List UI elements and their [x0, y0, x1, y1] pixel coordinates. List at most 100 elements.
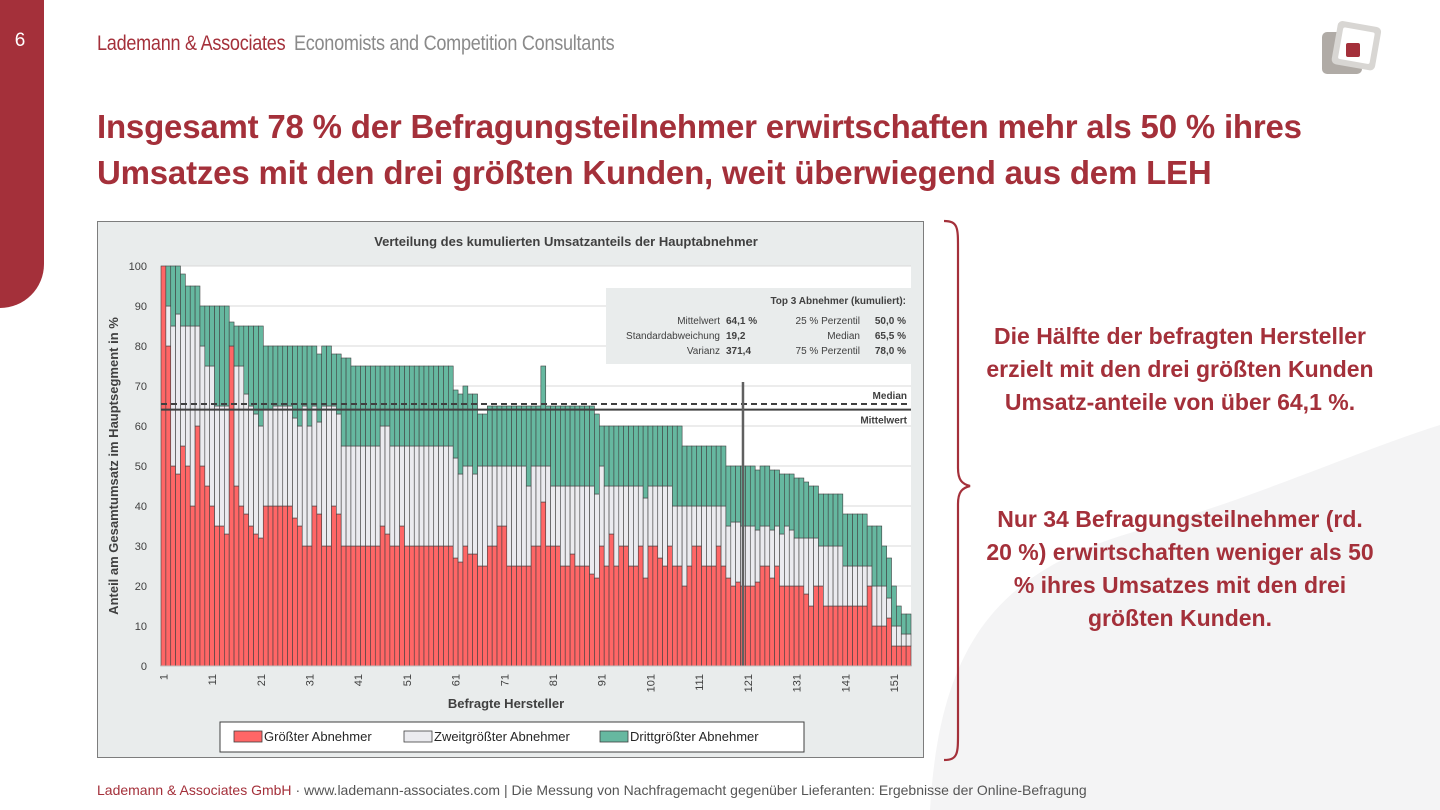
bar-segment-third: [214, 305, 220, 407]
x-axis-title: Befragte Hersteller: [448, 696, 564, 711]
stats-label: Varianz: [687, 346, 720, 357]
bar-segment-largest: [623, 545, 629, 667]
stats-value: 64,1 %: [726, 316, 757, 327]
x-tick-label: 41: [353, 674, 365, 686]
bar-segment-largest: [457, 561, 464, 667]
x-tick-label: 31: [305, 674, 317, 686]
bar-segment-third: [413, 365, 420, 447]
bar-segment-largest: [886, 617, 892, 667]
company-logo-icon: [1322, 20, 1382, 74]
bar-segment-largest: [681, 585, 688, 667]
bar-segment-second: [637, 485, 644, 547]
bar-segment-second: [345, 445, 352, 547]
bar-segment-third: [253, 325, 259, 415]
bar-segment-largest: [701, 565, 707, 667]
brand-header: Lademann & Associates Economists and Comp…: [97, 32, 615, 56]
stats-value: 78,0 %: [875, 346, 906, 357]
bar-segment-second: [803, 537, 810, 595]
x-tick-label: 51: [402, 674, 414, 686]
bar-segment-largest: [633, 565, 639, 667]
bar-segment-largest: [560, 565, 566, 667]
bar-segment-largest: [175, 473, 181, 667]
bar-segment-second: [501, 465, 508, 527]
bar-segment-second: [486, 465, 493, 547]
bar-segment-second: [657, 485, 663, 559]
bar-segment-third: [745, 465, 751, 527]
bar-segment-second: [433, 445, 439, 547]
bar-segment-second: [603, 485, 610, 567]
bar-segment-third: [793, 477, 800, 539]
brand-tagline: Economists and Competition Consultants: [293, 32, 615, 55]
bar-segment-second: [506, 465, 512, 567]
bar-segment-third: [340, 357, 347, 447]
bar-segment-largest: [647, 545, 654, 667]
bar-segment-third: [818, 493, 824, 547]
bar-segment-largest: [827, 605, 834, 667]
bar-segment-second: [175, 313, 181, 475]
bar-segment-largest: [423, 545, 430, 667]
bar-segment-second: [399, 445, 405, 527]
bar-segment-largest: [769, 577, 775, 667]
bar-segment-largest: [876, 625, 883, 667]
bar-segment-third: [394, 365, 400, 447]
bar-segment-second: [857, 565, 863, 607]
bar-segment-third: [409, 365, 415, 447]
footer-website-link[interactable]: www.lademann-associates.com: [304, 782, 501, 798]
bar-segment-second: [258, 425, 264, 539]
bar-segment-third: [355, 365, 361, 447]
bar-segment-second: [384, 425, 391, 535]
bar-segment-largest: [608, 533, 615, 667]
bar-segment-largest: [486, 545, 493, 667]
legend-label: Zweitgrößter Abnehmer: [434, 729, 571, 744]
bar-segment-third: [691, 445, 698, 507]
bar-segment-largest: [340, 545, 347, 667]
bar-segment-second: [560, 485, 566, 567]
bar-segment-third: [360, 365, 366, 447]
bar-segment-second: [282, 405, 288, 507]
bar-segment-third: [282, 345, 288, 407]
bar-segment-third: [418, 365, 425, 447]
bar-segment-largest: [637, 545, 644, 667]
bar-segment-largest: [686, 565, 693, 667]
bar-segment-second: [272, 405, 279, 507]
bar-segment-second: [540, 465, 547, 503]
reference-label-median: Median: [873, 391, 907, 402]
bar-segment-third: [350, 365, 357, 447]
bar-segment-third: [764, 465, 771, 527]
bar-segment-second: [423, 445, 430, 547]
bar-segment-third: [399, 365, 405, 447]
bar-segment-largest: [336, 513, 342, 667]
bar-segment-third: [486, 405, 493, 467]
bar-segment-third: [194, 285, 201, 327]
stacked-bar-chart: Verteilung des kumulierten Umsatzanteils…: [106, 234, 912, 753]
bar-segment-largest: [180, 445, 186, 667]
bar-segment-third: [798, 477, 805, 539]
bar-segment-largest: [189, 505, 196, 667]
bar-segment-third: [564, 405, 571, 487]
title-line-2: Umsatzes mit den drei größten Kunden, we…: [97, 154, 1212, 191]
bar-segment-second: [209, 365, 215, 507]
stats-value: 371,4: [726, 346, 751, 357]
bar-segment-second: [326, 405, 332, 547]
bar-segment-largest: [574, 565, 581, 667]
y-tick-label: 20: [135, 581, 147, 593]
bar-segment-largest: [530, 545, 537, 667]
bar-segment-second: [379, 425, 386, 527]
bar-segment-third: [560, 405, 566, 487]
x-tick-label: 131: [792, 674, 804, 692]
bar-segment-largest: [784, 585, 790, 667]
bar-segment-second: [452, 457, 459, 559]
bar-segment-second: [793, 537, 800, 587]
x-tick-label: 81: [548, 674, 560, 686]
bar-segment-second: [545, 465, 551, 547]
stats-heading: Top 3 Abnehmer (kumuliert):: [770, 296, 906, 307]
bar-segment-largest: [452, 557, 459, 667]
y-tick-label: 30: [135, 541, 147, 553]
bar-segment-third: [569, 405, 576, 487]
bar-segment-second: [681, 505, 688, 587]
page-number: 6: [14, 30, 26, 51]
bar-segment-largest: [525, 565, 532, 667]
bar-segment-largest: [516, 565, 522, 667]
bar-segment-third: [594, 413, 600, 495]
bar-segment-second: [779, 533, 785, 587]
